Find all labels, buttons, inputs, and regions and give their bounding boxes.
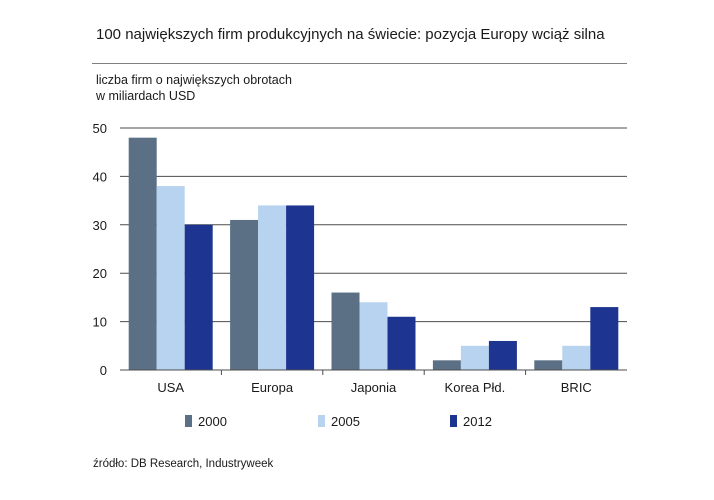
y-axis-label: liczba firm o największych obrotach w mi… bbox=[96, 73, 292, 103]
source-note: źródło: DB Research, Industryweek bbox=[93, 458, 274, 470]
y-tick-label: 0 bbox=[100, 363, 107, 378]
legend-label-2012: 2012 bbox=[463, 414, 492, 429]
x-tick-label: Japonia bbox=[351, 380, 397, 395]
bar-Japonia-2005 bbox=[359, 302, 388, 370]
bar-Japonia-2012 bbox=[387, 316, 416, 370]
bar-Korea Płd.-2005 bbox=[460, 345, 489, 370]
bar-USA-2000 bbox=[128, 137, 157, 370]
title-divider bbox=[92, 63, 627, 64]
x-tick-label: BRIC bbox=[561, 380, 592, 395]
bar-Korea Płd.-2000 bbox=[432, 360, 461, 370]
bar-Japonia-2000 bbox=[331, 292, 360, 370]
legend-swatch-2012 bbox=[450, 415, 457, 427]
bar-BRIC-2000 bbox=[534, 360, 563, 370]
bar-Europa-2012 bbox=[286, 205, 315, 370]
y-tick-label: 30 bbox=[93, 218, 107, 233]
legend-swatch-2000 bbox=[185, 415, 192, 427]
bar-Europa-2000 bbox=[230, 219, 259, 370]
x-tick-label: Korea Płd. bbox=[445, 380, 506, 395]
bar-USA-2012 bbox=[184, 224, 213, 370]
y-tick-label: 50 bbox=[93, 121, 107, 136]
legend-swatch-2005 bbox=[318, 415, 325, 427]
x-tick-label: Europa bbox=[251, 380, 294, 395]
bar-BRIC-2012 bbox=[590, 307, 619, 370]
y-tick-label: 40 bbox=[93, 169, 107, 184]
bar-USA-2005 bbox=[156, 186, 185, 370]
bar-BRIC-2005 bbox=[562, 345, 591, 370]
bar-Korea Płd.-2012 bbox=[488, 340, 517, 370]
bar-Europa-2005 bbox=[258, 205, 287, 370]
y-tick-label: 10 bbox=[93, 315, 107, 330]
chart-title: 100 największych firm produkcyjnych na ś… bbox=[96, 26, 605, 43]
y-tick-label: 20 bbox=[93, 266, 107, 281]
x-tick-label: USA bbox=[157, 380, 184, 395]
legend-label-2005: 2005 bbox=[331, 414, 360, 429]
legend-label-2000: 2000 bbox=[198, 414, 227, 429]
